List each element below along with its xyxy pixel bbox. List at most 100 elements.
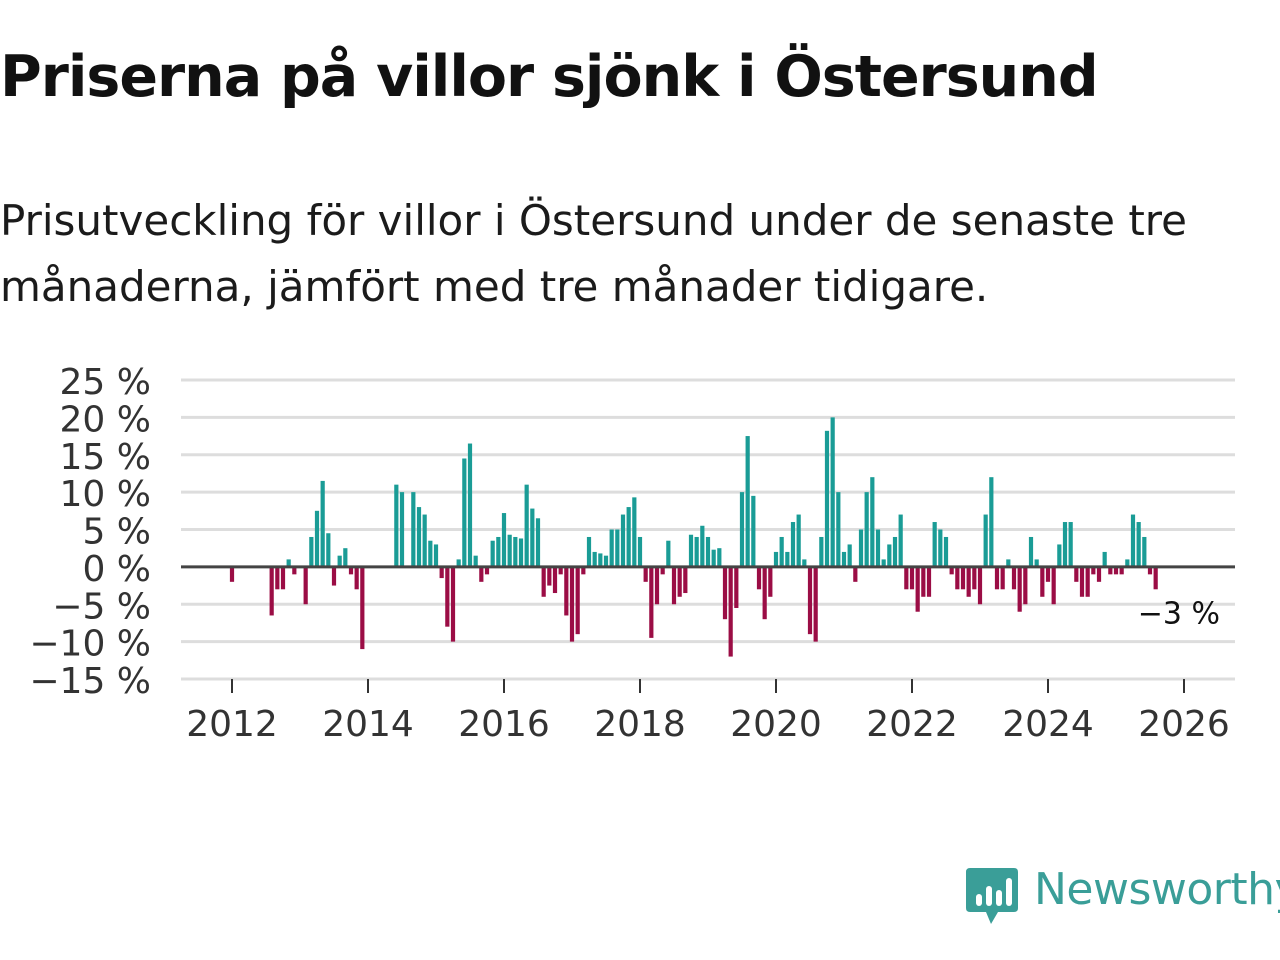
bar xyxy=(343,548,348,567)
bar xyxy=(1079,566,1085,597)
bar-chart: 25 %20 %15 %10 %5 %0 %−5 %−10 %−15 % 201… xyxy=(29,362,1235,745)
bar xyxy=(394,484,399,567)
bar xyxy=(433,544,439,567)
bar xyxy=(745,436,750,567)
bar xyxy=(479,566,484,582)
bar xyxy=(326,533,331,567)
bar xyxy=(1034,559,1039,567)
bar xyxy=(547,566,552,586)
bar xyxy=(598,553,603,567)
bar xyxy=(649,566,654,638)
bar xyxy=(450,566,456,642)
bar xyxy=(507,534,512,567)
x-axis: 2012 2014 2016 2018 2020 2022 2024 2026 xyxy=(186,679,1230,745)
bar xyxy=(637,536,643,567)
bar xyxy=(671,566,677,605)
bar xyxy=(847,544,852,567)
bar xyxy=(722,566,728,620)
y-tick-label: 5 % xyxy=(82,512,151,553)
bar xyxy=(1045,566,1051,582)
bar xyxy=(320,480,325,567)
x-tick-label: 2024 xyxy=(1002,704,1094,745)
bar xyxy=(841,551,847,567)
bar xyxy=(518,538,524,567)
bar xyxy=(756,566,762,590)
bar xyxy=(286,559,291,567)
bar xyxy=(422,514,427,567)
bar xyxy=(609,529,614,567)
bar xyxy=(558,566,563,575)
bar xyxy=(705,536,711,567)
bar xyxy=(949,566,954,575)
bar xyxy=(773,551,779,567)
bar xyxy=(994,566,1000,590)
grid-lines xyxy=(181,378,1235,681)
bar xyxy=(1153,566,1158,590)
bar xyxy=(575,566,580,635)
bar xyxy=(1125,559,1130,567)
bar xyxy=(428,540,433,567)
bar xyxy=(955,566,960,590)
bar xyxy=(360,566,365,650)
bar xyxy=(977,566,983,605)
y-tick-label: 25 % xyxy=(60,362,151,403)
y-tick-label: −10 % xyxy=(29,624,151,665)
bar xyxy=(354,566,359,590)
bar xyxy=(989,477,994,567)
y-tick-label: 15 % xyxy=(60,437,151,478)
newsworthy-logo-icon xyxy=(966,868,1018,924)
bar xyxy=(700,525,705,567)
bar xyxy=(734,566,739,608)
bar xyxy=(898,514,903,567)
bar xyxy=(229,566,235,582)
bar xyxy=(1136,522,1141,567)
bar xyxy=(819,536,824,567)
bar xyxy=(643,566,648,582)
bar xyxy=(535,518,541,567)
y-axis-labels: 25 %20 %15 %10 %5 %0 %−5 %−10 %−15 % xyxy=(29,362,151,702)
bar xyxy=(348,566,354,575)
bar xyxy=(399,492,405,567)
page-subtitle: Prisutveckling för villor i Östersund un… xyxy=(0,196,1187,311)
bar xyxy=(445,566,450,627)
bar xyxy=(1006,559,1011,567)
bar xyxy=(875,529,881,567)
bar xyxy=(660,566,665,575)
x-tick-label: 2012 xyxy=(186,704,278,745)
bar xyxy=(1096,566,1102,582)
y-tick-label: 0 % xyxy=(82,549,151,590)
bar xyxy=(564,566,569,616)
bar xyxy=(688,534,694,567)
bar xyxy=(915,566,920,612)
bar xyxy=(462,458,467,567)
bar xyxy=(439,566,444,579)
bar xyxy=(1051,566,1056,605)
bar xyxy=(490,540,495,567)
bar xyxy=(779,536,784,567)
bar xyxy=(813,566,818,642)
bar xyxy=(1074,566,1079,582)
bar xyxy=(904,566,909,590)
bar xyxy=(524,484,529,567)
newsworthy-logo: Newsworthy xyxy=(964,864,1280,928)
bar xyxy=(1000,566,1005,590)
bar xyxy=(938,529,943,567)
bar xyxy=(807,566,813,635)
bar xyxy=(654,566,660,605)
x-tick-label: 2016 xyxy=(458,704,550,745)
y-tick-label: 20 % xyxy=(60,399,151,440)
bar xyxy=(926,566,932,597)
x-tick-label: 2026 xyxy=(1138,704,1230,745)
bar xyxy=(292,566,297,575)
bar xyxy=(1091,566,1096,575)
bar xyxy=(467,443,473,567)
x-tick-label: 2020 xyxy=(730,704,822,745)
bar xyxy=(586,536,592,567)
bar xyxy=(666,540,671,567)
bar xyxy=(1113,566,1119,575)
page-title: Priserna på villor sjönk i Östersund xyxy=(0,44,1099,110)
bar xyxy=(983,514,988,567)
bar xyxy=(269,566,274,616)
bar xyxy=(677,566,682,597)
bar xyxy=(864,492,869,567)
